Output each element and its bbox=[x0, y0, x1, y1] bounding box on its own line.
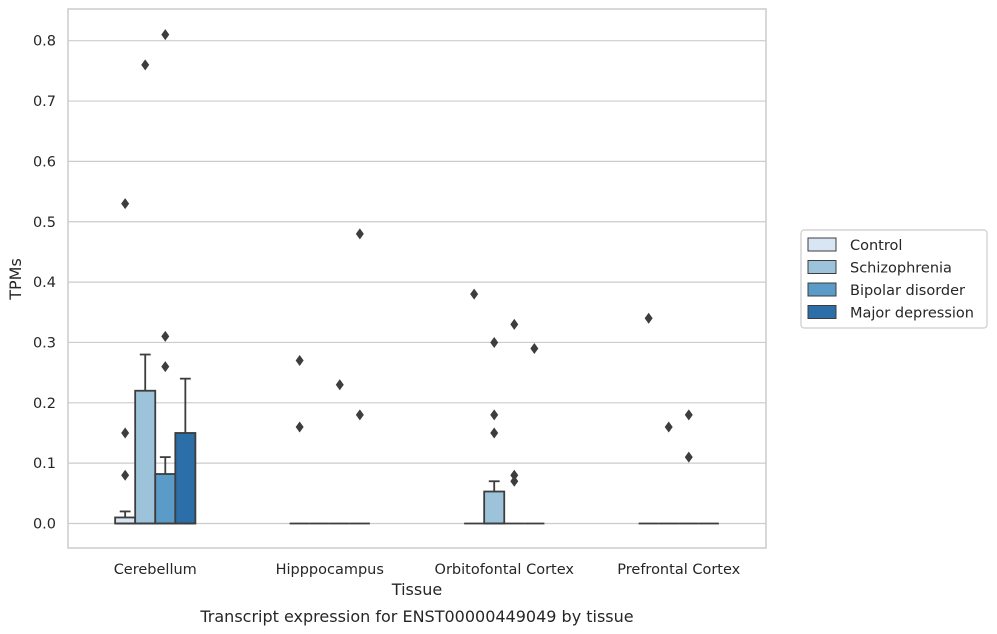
grid-lines bbox=[68, 40, 766, 525]
legend: Control Schizophrenia Bipolar disorder Majo… bbox=[800, 229, 988, 329]
outlier-point bbox=[355, 228, 364, 240]
outlier-point bbox=[490, 336, 499, 348]
y-tick-label: 0.6 bbox=[33, 154, 56, 170]
outlier-point bbox=[510, 318, 519, 330]
box-bipolar-disorder bbox=[154, 29, 177, 525]
outlier-point bbox=[644, 312, 653, 324]
legend-label: Bipolar disorder bbox=[850, 283, 965, 299]
y-tick-label: 0.8 bbox=[33, 34, 56, 50]
outlier-point bbox=[161, 29, 170, 41]
plot-frame bbox=[67, 8, 767, 549]
y-axis-label: TPMs bbox=[6, 258, 25, 301]
box bbox=[154, 473, 177, 525]
legend-swatch bbox=[807, 305, 837, 319]
y-tick-label: 0.7 bbox=[33, 94, 56, 110]
outlier-point bbox=[684, 451, 693, 463]
box-control bbox=[289, 355, 310, 525]
x-tick-label: Prefrontal Cortex bbox=[617, 562, 740, 578]
x-tick-label: Hipppocampus bbox=[276, 562, 384, 578]
y-tick-label: 0.2 bbox=[33, 396, 56, 412]
box-schizophrenia bbox=[658, 421, 679, 525]
outlier-point bbox=[121, 427, 130, 439]
box bbox=[174, 432, 197, 525]
outlier-point bbox=[490, 427, 499, 439]
outlier-point bbox=[510, 475, 519, 487]
y-tick-label: 0.0 bbox=[33, 517, 56, 533]
box-major-depression bbox=[349, 228, 370, 525]
legend-frame bbox=[800, 229, 988, 329]
y-tick-label: 0.5 bbox=[33, 215, 56, 231]
x-axis-ticks: Cerebellum Hipppocampus Orbitofontal Corte… bbox=[114, 562, 741, 578]
outlier-point bbox=[121, 469, 130, 481]
box bbox=[483, 490, 506, 525]
outlier-point bbox=[121, 198, 130, 210]
outlier-point bbox=[664, 421, 673, 433]
box-group bbox=[114, 29, 719, 525]
legend-swatch bbox=[807, 260, 837, 274]
box-bipolar-disorder bbox=[329, 379, 350, 525]
outlier-point bbox=[510, 469, 519, 481]
box-major-depression bbox=[524, 342, 545, 525]
legend-label: Major depression bbox=[850, 306, 974, 322]
x-tick-label: Cerebellum bbox=[114, 562, 197, 578]
y-axis-ticks: 0.0 0.1 0.2 0.3 0.4 0.5 0.6 0.7 0.8 bbox=[33, 34, 56, 533]
box-schizophrenia bbox=[483, 336, 506, 525]
y-tick-label: 0.1 bbox=[33, 456, 56, 472]
y-tick-label: 0.4 bbox=[33, 275, 56, 291]
outlier-point bbox=[490, 409, 499, 421]
legend-swatch bbox=[807, 282, 837, 297]
box-schizophrenia bbox=[134, 59, 157, 525]
box-bipolar-disorder bbox=[678, 409, 699, 525]
outlier-point bbox=[295, 355, 304, 367]
box-major-depression bbox=[174, 377, 197, 525]
box bbox=[114, 516, 137, 525]
outlier-point bbox=[470, 288, 479, 300]
outlier-point bbox=[161, 361, 170, 373]
outlier-point bbox=[355, 409, 364, 421]
box-control bbox=[464, 288, 485, 525]
x-tick-label: Orbitofontal Cortex bbox=[435, 562, 575, 578]
y-tick-label: 0.3 bbox=[33, 335, 56, 351]
outlier-point bbox=[161, 330, 170, 342]
outlier-point bbox=[141, 59, 150, 71]
x-axis-label: Tissue bbox=[391, 580, 442, 599]
legend-label: Schizophrenia bbox=[850, 261, 952, 277]
outlier-point bbox=[335, 379, 344, 391]
outlier-point bbox=[684, 409, 693, 421]
box-control bbox=[114, 198, 137, 525]
outlier-point bbox=[295, 421, 304, 433]
box-bipolar-disorder bbox=[504, 318, 525, 525]
box bbox=[134, 389, 157, 525]
outlier-point bbox=[530, 342, 539, 354]
box-control bbox=[638, 312, 659, 525]
legend-swatch bbox=[807, 237, 837, 252]
chart-caption: Transcript expression for ENST0000044904… bbox=[199, 607, 633, 626]
legend-label: Control bbox=[850, 238, 902, 254]
